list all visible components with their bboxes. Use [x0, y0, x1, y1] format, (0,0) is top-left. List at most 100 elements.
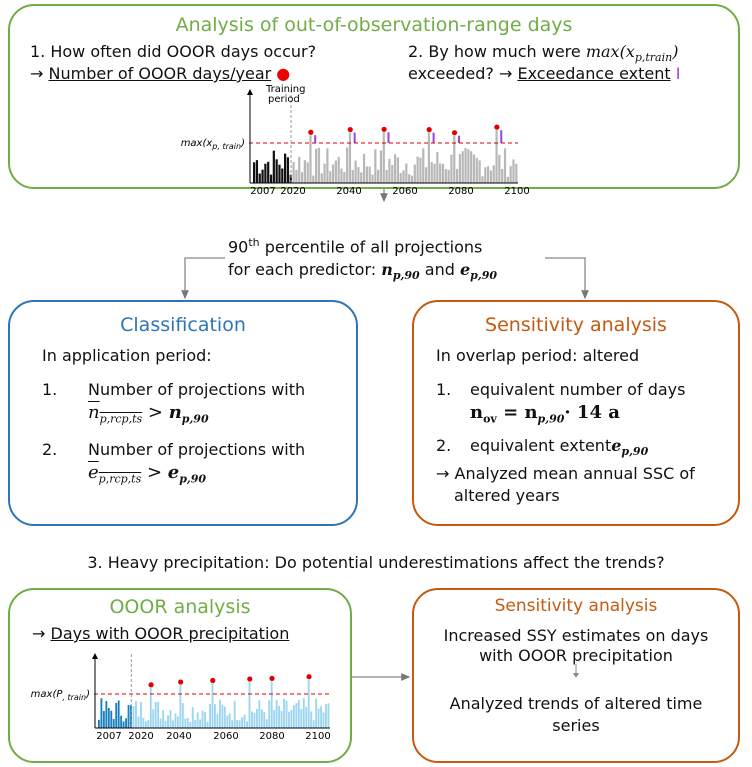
- bar: [501, 168, 504, 183]
- bar: [135, 701, 137, 728]
- bar: [102, 711, 105, 728]
- bar: [275, 159, 278, 183]
- result: → Analyzed mean annual SSC of: [436, 464, 695, 483]
- arrow: [181, 257, 225, 300]
- result: altered years: [454, 486, 560, 505]
- bar: [495, 130, 498, 183]
- bar: [506, 176, 509, 183]
- bar: [154, 702, 157, 728]
- bar: [300, 172, 304, 183]
- training-label: period: [268, 94, 300, 105]
- bar-var: np,rcp,ts: [88, 402, 142, 426]
- bar: [105, 701, 108, 728]
- m: e: [167, 462, 180, 483]
- bar: [326, 148, 329, 183]
- bar: [228, 713, 231, 728]
- bar: [315, 148, 318, 183]
- bar: [309, 135, 312, 183]
- bar: [455, 168, 459, 183]
- bar: [290, 710, 293, 728]
- bar: [115, 702, 118, 728]
- bar: [275, 700, 278, 728]
- bar: [307, 679, 310, 728]
- bar: [393, 154, 397, 183]
- bar: [144, 721, 147, 728]
- bar: [292, 705, 295, 728]
- answer-text: Number of OOOR days/year: [48, 64, 272, 83]
- m: e: [459, 260, 471, 279]
- answer-text: Exceedance extent: [517, 64, 671, 83]
- arrow: →: [30, 64, 44, 83]
- m: e: [611, 436, 622, 455]
- bar: [515, 163, 518, 183]
- intro: In overlap period: altered: [436, 346, 640, 365]
- m-sub: p,rcp,ts: [98, 472, 142, 486]
- bar: [377, 169, 380, 183]
- bar: [331, 164, 335, 183]
- exceedance-dot: [347, 126, 353, 133]
- exceedance-dot: [451, 130, 458, 136]
- bar: [285, 700, 288, 728]
- bar: [441, 163, 445, 183]
- bar: [467, 149, 470, 183]
- bar: [413, 164, 416, 183]
- arrow: →: [32, 624, 46, 643]
- question: 1. How often did OOOR days occur?: [30, 42, 317, 61]
- bar: [248, 681, 251, 728]
- bar: [258, 700, 261, 728]
- m: =: [496, 402, 525, 423]
- bar: [329, 171, 332, 183]
- x-tick-label: 2007: [96, 731, 121, 742]
- exceedance-dot: [247, 676, 253, 682]
- m: · 14 a: [564, 402, 620, 423]
- item-text: Number of projections with: [88, 440, 306, 459]
- box-title: Classification: [120, 314, 246, 336]
- bar: [191, 707, 194, 728]
- op: >: [142, 402, 169, 423]
- axis-arrow: [247, 89, 253, 95]
- item-text: equivalent number of days: [470, 380, 686, 399]
- bar: [199, 719, 202, 728]
- bar: [306, 162, 309, 183]
- ooor-box: OOOR analysis → Days with OOOR precipita…: [8, 588, 352, 763]
- bar: [206, 721, 209, 728]
- bar: [320, 706, 322, 728]
- m-sub: p,90: [181, 412, 209, 426]
- bar: [478, 160, 481, 183]
- m-sub: p,90: [392, 269, 420, 283]
- t: for each predictor:: [228, 260, 382, 279]
- x-tick-label: 2080: [259, 731, 284, 742]
- bar: [360, 172, 363, 183]
- bar: [122, 721, 125, 728]
- box-title: Analysis of out-of-observation-range day…: [175, 14, 573, 36]
- bar: [283, 698, 285, 728]
- op: >: [141, 462, 168, 483]
- bar: [374, 149, 377, 183]
- m: ): [672, 42, 679, 61]
- bar: [408, 174, 411, 183]
- label-part: max(x: [181, 138, 213, 149]
- exceedance-dot: [306, 674, 312, 680]
- answer: exceeded? → Exceedance extent I: [408, 64, 680, 83]
- bar: [278, 164, 281, 183]
- bar: [107, 707, 110, 728]
- bar: [167, 715, 169, 728]
- bar: [174, 713, 177, 728]
- bar: [236, 720, 239, 728]
- m-sub: p,90: [621, 445, 649, 459]
- bar: [255, 160, 259, 183]
- bar: [368, 166, 371, 183]
- bar: [303, 160, 306, 183]
- bar: [267, 161, 270, 183]
- bar: [430, 162, 433, 183]
- bar: [325, 703, 327, 728]
- bar: [159, 718, 162, 728]
- m-sub: p,90: [179, 472, 207, 486]
- bar: [402, 170, 405, 183]
- bar: [241, 717, 244, 728]
- formula: np,rcp,ts > np,90: [88, 402, 209, 426]
- formula: nov = np,90· 14 a: [470, 402, 620, 426]
- item-number: 2.: [42, 440, 58, 459]
- bar: [300, 708, 303, 728]
